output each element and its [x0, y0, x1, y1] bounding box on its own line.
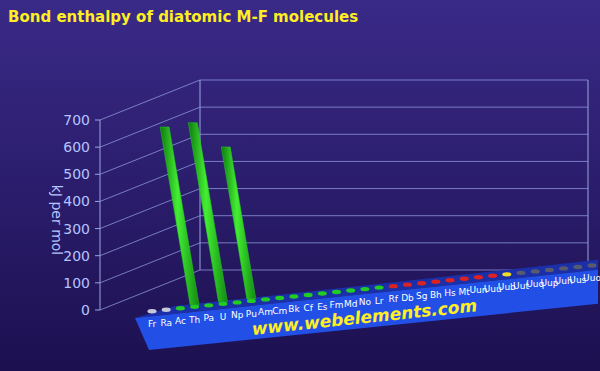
x-tick-label: Cf: [303, 303, 313, 313]
element-marker: [204, 303, 213, 307]
chart: 0100200300400500600700FrRaAcThPaUNpPuAmC…: [0, 0, 600, 371]
element-marker: [588, 263, 597, 267]
element-marker: [488, 274, 497, 278]
grid-line: [200, 161, 588, 162]
x-tick-label: Ac: [175, 316, 186, 326]
y-tick: [95, 310, 100, 311]
element-marker: [545, 268, 554, 272]
grid-line: [100, 107, 200, 147]
x-tick-label: Uuo: [583, 273, 600, 283]
element-marker: [304, 293, 313, 297]
element-marker: [148, 309, 157, 313]
element-marker: [446, 278, 455, 282]
element-marker: [190, 305, 199, 309]
x-tick-label: Lr: [375, 296, 384, 306]
y-tick-label: 200: [63, 248, 90, 264]
floor-front: [135, 270, 598, 350]
grid-line: [200, 134, 588, 135]
element-marker: [261, 297, 270, 301]
bar: [160, 127, 199, 305]
element-marker: [474, 275, 483, 279]
x-tick-label: Fr: [148, 319, 157, 329]
element-marker: [517, 271, 526, 275]
element-marker: [531, 269, 540, 273]
y-axis: [100, 120, 101, 310]
y-tick: [95, 201, 100, 202]
background: [0, 0, 600, 371]
element-marker: [502, 272, 511, 276]
grid-line: [200, 107, 588, 108]
grid: 0 100 200 300 400 500 600 700: [63, 80, 588, 318]
element-marker: [332, 290, 341, 294]
y-tick-label: 700: [63, 112, 90, 128]
x-tick-label: Pa: [204, 313, 215, 323]
y-tick: [95, 228, 100, 229]
element-marker: [247, 299, 256, 303]
element-marker: [360, 287, 369, 291]
y-tick-label: 100: [63, 275, 90, 291]
y-tick: [95, 255, 100, 256]
grid-line: [200, 80, 588, 81]
x-tick-label: Ra: [160, 318, 172, 328]
y-tick: [95, 174, 100, 175]
bar: [221, 147, 256, 299]
x-tick-label: U: [220, 312, 227, 322]
element-marker: [218, 302, 227, 306]
grid-line: [100, 161, 200, 201]
y-tick-label: 0: [81, 302, 90, 318]
y-tick: [95, 147, 100, 148]
element-marker: [233, 300, 242, 304]
y-tick-label: 400: [63, 193, 90, 209]
y-tick-label: 500: [63, 166, 90, 182]
bars: [148, 123, 597, 314]
title: Bond enthalpy of diatomic M-F molecules: [8, 8, 358, 26]
y-tick: [95, 120, 100, 121]
element-marker: [460, 277, 469, 281]
grid-line: [200, 188, 588, 189]
element-marker: [375, 285, 384, 289]
y-axis-label: kJ per mol: [49, 185, 65, 256]
x-tick-label: Np: [231, 310, 244, 320]
element-marker: [389, 284, 398, 288]
back-edge: [588, 80, 589, 270]
watermark: www.webelements.com: [251, 295, 478, 339]
element-marker: [431, 280, 440, 284]
element-marker: [559, 266, 568, 270]
element-marker: [318, 291, 327, 295]
y-tick-label: 300: [63, 221, 90, 237]
element-marker: [275, 296, 284, 300]
y-tick-label: 600: [63, 139, 90, 155]
grid-line: [100, 134, 200, 174]
element-marker: [176, 306, 185, 310]
element-marker: [289, 294, 298, 298]
element-marker: [403, 282, 412, 286]
element-marker: [417, 281, 426, 285]
grid-line: [200, 215, 588, 216]
grid-line: [100, 80, 200, 120]
element-marker: [162, 308, 171, 312]
element-marker: [346, 288, 355, 292]
x-tick-label: Th: [188, 315, 200, 325]
x-tick-label: Bk: [288, 304, 300, 314]
x-tick-label: Es: [317, 302, 328, 312]
x-tick-label: Pu: [246, 309, 257, 319]
y-tick: [95, 282, 100, 283]
element-marker: [573, 265, 582, 269]
grid-line: [200, 242, 588, 243]
